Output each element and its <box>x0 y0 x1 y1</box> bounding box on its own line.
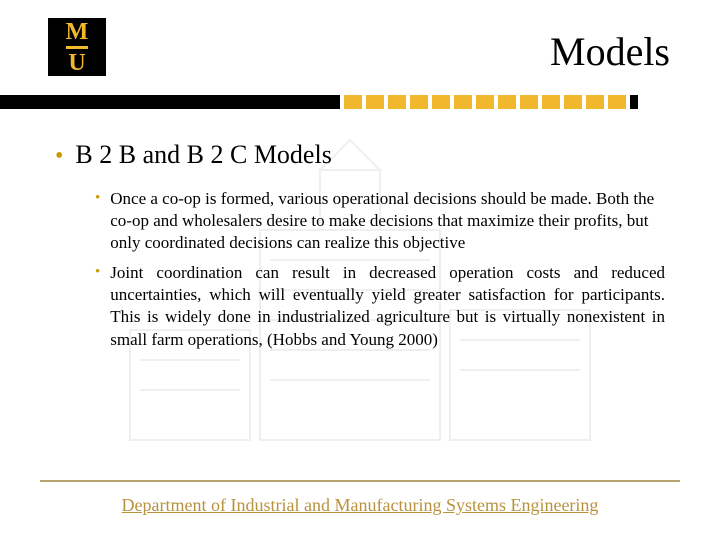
bullet-icon: • <box>95 264 100 281</box>
divider-square <box>344 95 362 109</box>
divider-square <box>366 95 384 109</box>
slide-title: Models <box>550 28 670 75</box>
divider-bar <box>0 92 720 112</box>
divider-square <box>432 95 450 109</box>
section-heading: B 2 B and B 2 C Models <box>75 140 331 170</box>
divider-black-bar <box>0 95 340 109</box>
content-area: • B 2 B and B 2 C Models • Once a co-op i… <box>55 140 665 359</box>
sub-bullet-list: • Once a co-op is formed, various operati… <box>95 188 665 351</box>
footer-text: Department of Industrial and Manufacturi… <box>0 495 720 516</box>
university-logo: M U <box>48 18 106 76</box>
list-item-text: Once a co-op is formed, various operatio… <box>110 188 665 254</box>
heading-row: • B 2 B and B 2 C Models <box>55 140 665 170</box>
divider-square <box>476 95 494 109</box>
bullet-icon: • <box>95 190 100 207</box>
divider-square <box>586 95 604 109</box>
divider-square <box>454 95 472 109</box>
divider-square <box>498 95 516 109</box>
divider-square <box>410 95 428 109</box>
list-item: • Joint coordination can result in decrea… <box>95 262 665 350</box>
logo-letter-m: M <box>66 20 89 49</box>
divider-square <box>520 95 538 109</box>
footer-divider <box>40 480 680 482</box>
list-item-text: Joint coordination can result in decreas… <box>110 262 665 350</box>
bullet-icon: • <box>55 143 63 170</box>
logo-letter-u: U <box>68 51 85 75</box>
divider-squares <box>344 95 626 109</box>
divider-end-bar <box>630 95 638 109</box>
divider-square <box>388 95 406 109</box>
list-item: • Once a co-op is formed, various operati… <box>95 188 665 254</box>
divider-square <box>564 95 582 109</box>
divider-square <box>542 95 560 109</box>
divider-square <box>608 95 626 109</box>
